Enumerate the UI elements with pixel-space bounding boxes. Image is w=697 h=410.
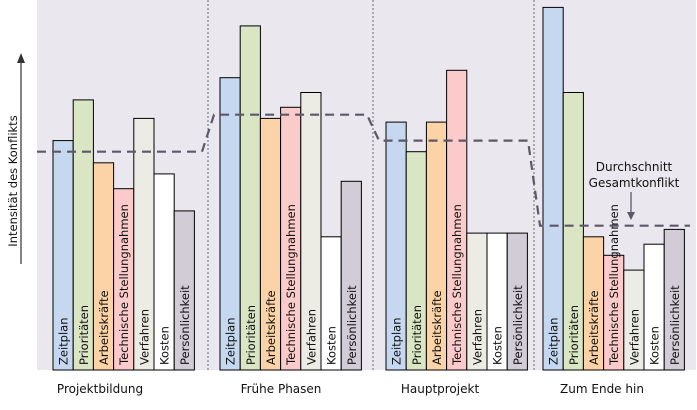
bar-projektbildung-persoenlichkeit [173, 210, 195, 371]
bar-label-kosten: Kosten [648, 326, 662, 365]
bar-label-zeitplan: Zeitplan [547, 318, 561, 366]
bar-label-persoenlichkeit: Persönlichkeit [345, 285, 359, 365]
bar-label-prioritaeten: Prioritäten [410, 305, 424, 365]
y-axis-arrowhead [17, 53, 25, 63]
average-conflict-line [37, 113, 690, 227]
annotation-line-1: Durchschnitt [596, 160, 673, 174]
bar-zum-ende-hin-prioritaeten [562, 92, 584, 371]
bar-label-verfahren: Verfahren [304, 309, 318, 365]
bar-fruehe-phasen-persoenlichkeit [340, 180, 362, 371]
average-annotation: Durchschnitt Gesamtkonflikt [589, 160, 680, 220]
bar-label-persoenlichkeit: Persönlichkeit [668, 285, 682, 365]
bar-label-technische-stellungnahmen: Technische Stellungnahmen [607, 204, 621, 366]
bar-label-technische-stellungnahmen: Technische Stellungnahmen [450, 204, 464, 366]
category-label-zum-ende-hin: Zum Ende hin [560, 382, 644, 396]
bar-label-verfahren: Verfahren [137, 309, 151, 365]
bar-label-kosten: Kosten [325, 326, 339, 365]
bar-fruehe-phasen-verfahren [300, 92, 322, 371]
bar-label-arbeitskraefte: Arbeitskräfte [97, 290, 111, 365]
bar-label-verfahren: Verfahren [627, 309, 641, 365]
bar-hauptprojekt-persoenlichkeit [506, 232, 528, 371]
bar-label-verfahren: Verfahren [470, 309, 484, 365]
bar-label-technische-stellungnahmen: Technische Stellungnahmen [117, 204, 131, 366]
bar-label-zeitplan: Zeitplan [390, 318, 404, 366]
y-axis: Intensität des Konflikts [6, 53, 25, 264]
bar-zum-ende-hin-persoenlichkeit [663, 228, 685, 371]
category-label-projektbildung: Projektbildung [57, 382, 143, 396]
bar-label-prioritaeten: Prioritäten [244, 305, 258, 365]
bar-label-arbeitskraefte: Arbeitskräfte [430, 290, 444, 365]
bar-label-prioritaeten: Prioritäten [567, 305, 581, 365]
category-label-hauptprojekt: Hauptprojekt [401, 382, 480, 396]
bar-label-persoenlichkeit: Persönlichkeit [511, 285, 525, 365]
bar-label-kosten: Kosten [491, 326, 505, 365]
y-axis-label: Intensität des Konflikts [6, 115, 20, 246]
bar-label-persoenlichkeit: Persönlichkeit [178, 285, 192, 365]
bar-label-arbeitskraefte: Arbeitskräfte [264, 290, 278, 365]
bar-label-technische-stellungnahmen: Technische Stellungnahmen [284, 204, 298, 366]
bar-label-zeitplan: Zeitplan [57, 318, 71, 366]
annotation-arrowhead [627, 212, 635, 220]
annotation-line-2: Gesamtkonflikt [589, 176, 680, 190]
bar-label-zeitplan: Zeitplan [224, 318, 238, 366]
bar-hauptprojekt-technische-stellungnahmen [446, 69, 468, 371]
bar-label-arbeitskraefte: Arbeitskräfte [587, 290, 601, 365]
bar-label-kosten: Kosten [158, 326, 172, 365]
bar-zum-ende-hin-zeitplan [542, 6, 564, 371]
bar-label-prioritaeten: Prioritäten [77, 305, 91, 365]
category-label-fruehe-phasen: Frühe Phasen [241, 382, 322, 396]
